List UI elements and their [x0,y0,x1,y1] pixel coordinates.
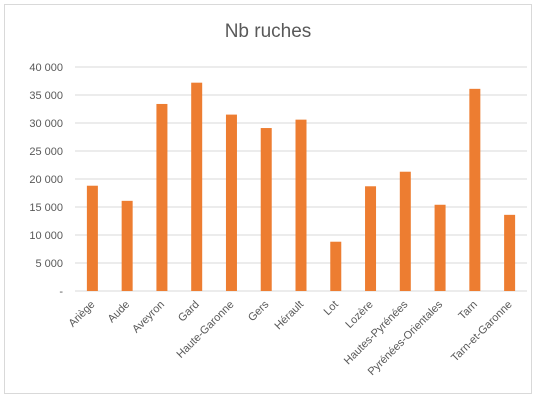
x-tick-label: Gard [176,299,202,325]
x-tick-label: Tarn [456,299,480,323]
x-tick-label: Gers [246,298,272,324]
bar [225,114,237,291]
bar [399,171,411,291]
x-tick-label: Hautes-Pyrénées [342,298,411,367]
bar-chart: - 5 000 10 000 15 000 20 000 25 000 30 000 35 0… [29,62,527,378]
chart-title: Nb ruches [224,21,312,42]
bar [330,241,342,291]
x-tick-label: Lot [322,299,341,318]
bar [365,186,377,291]
x-tick-label: Ariège [67,299,98,330]
y-tick-label: 25 000 [29,146,63,158]
y-tick-label: 15 000 [29,202,63,214]
y-tick-label: - [59,286,63,298]
x-tick-label: Hérault [273,299,307,333]
x-tick-label: Lozère [343,299,375,331]
bar [156,103,168,292]
y-tick-label: 10 000 [29,230,63,242]
y-tick-label: 20 000 [29,174,63,186]
y-tick-label: 5 000 [35,258,63,270]
bar [191,82,203,292]
x-tick-label: Aude [106,299,133,326]
bar [434,204,446,291]
y-tick-label: 35 000 [29,90,63,102]
bar [121,200,133,291]
y-tick-label: 30 000 [29,118,63,130]
x-tick-label: Tarn-et-Garonne [449,299,515,365]
y-tick-label: 40 000 [29,62,63,74]
x-tick-label: Aveyron [130,299,167,336]
bar [469,88,481,291]
bar [295,119,307,291]
bar [504,214,516,291]
bar [260,128,272,291]
bar [86,185,98,291]
chart-frame: Nb ruches - 5 000 10 000 15 000 20 000 25 000… [4,4,532,394]
